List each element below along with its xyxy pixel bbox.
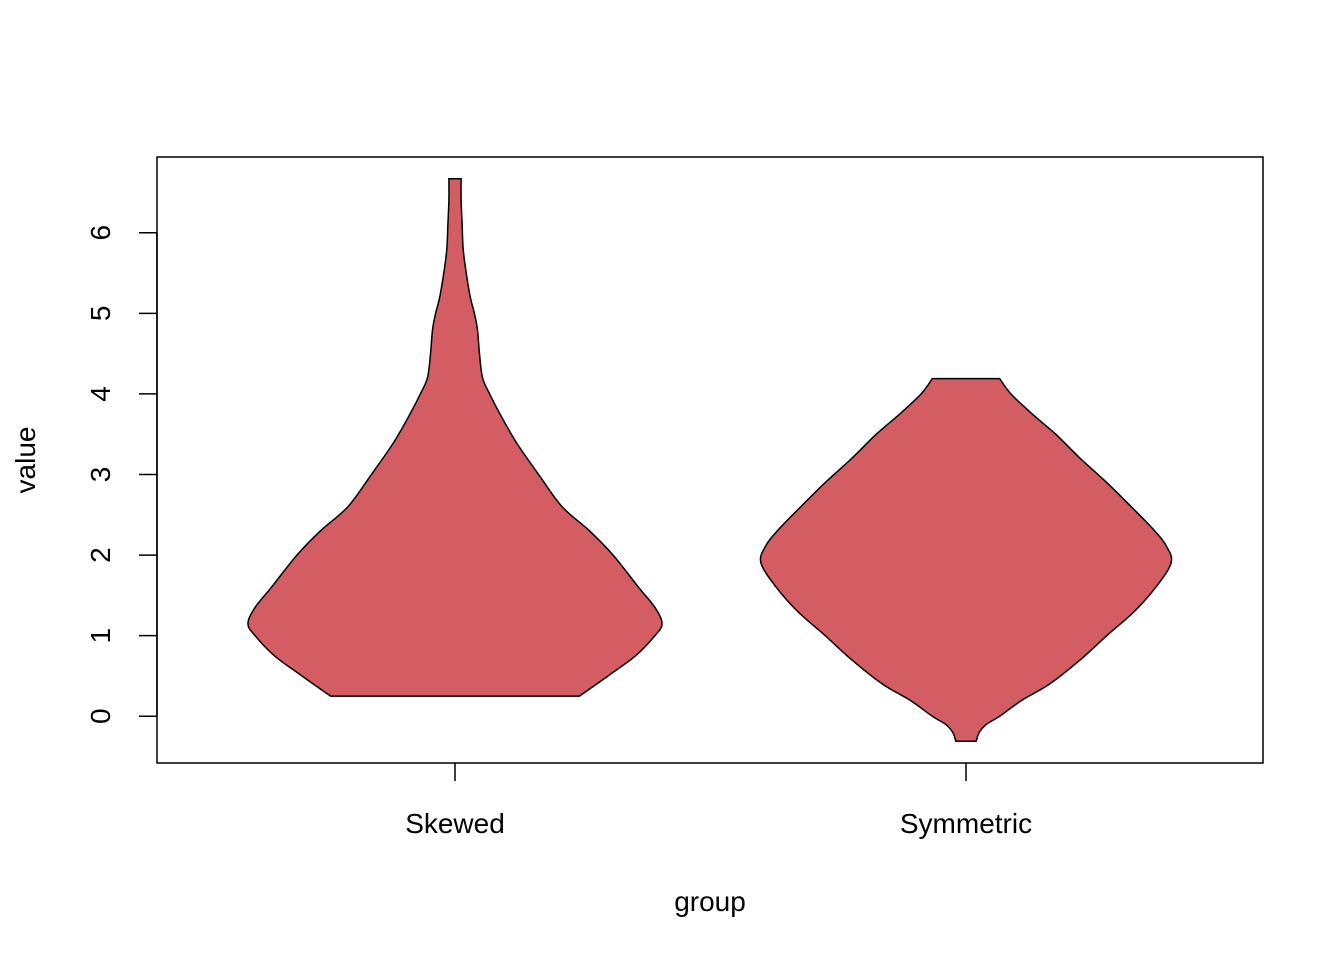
y-tick-label: 1	[85, 628, 116, 644]
violins	[247, 178, 1173, 742]
y-axis: 0 1 2 3 4 5 6	[85, 225, 158, 724]
y-tick-label: 4	[85, 386, 116, 402]
y-tick-label: 3	[85, 467, 116, 483]
y-tick-label: 0	[85, 708, 116, 724]
y-tick-label: 2	[85, 547, 116, 563]
x-axis: Skewed Symmetric	[405, 763, 1032, 839]
x-axis-label: group	[674, 886, 746, 917]
violin-skewed	[247, 178, 663, 697]
y-axis-label: value	[10, 427, 41, 494]
x-tick-label: Symmetric	[900, 808, 1032, 839]
y-tick-label: 6	[85, 225, 116, 241]
x-tick-label: Skewed	[405, 808, 505, 839]
violin-symmetric	[759, 377, 1173, 742]
y-tick-label: 5	[85, 306, 116, 322]
